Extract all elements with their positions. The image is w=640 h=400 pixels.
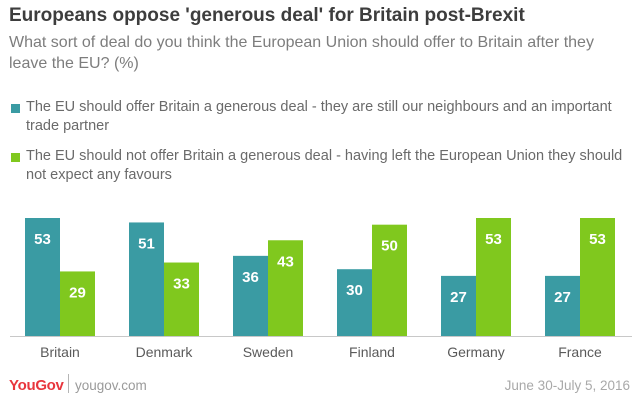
- legend-item-not-generous: The EU should not offer Britain a genero…: [9, 147, 634, 185]
- data-label-france-series0: 27: [554, 289, 571, 306]
- chart-title: Europeans oppose 'generous deal' for Bri…: [9, 5, 525, 26]
- legend-item-generous: The EU should offer Britain a generous d…: [9, 98, 634, 136]
- bar-britain-series0: [25, 218, 60, 336]
- data-label-france-series1: 53: [589, 231, 606, 248]
- legend-swatch-generous: [11, 104, 20, 113]
- bar-denmark-series1: [164, 262, 199, 336]
- data-label-sweden-series0: 36: [242, 269, 259, 286]
- footer-site: yougov.com: [75, 378, 147, 393]
- x-tick-label-france: France: [558, 344, 602, 360]
- bar-france-series1: [580, 218, 615, 336]
- legend-label-not-generous: The EU should not offer Britain a genero…: [26, 148, 623, 183]
- data-label-denmark-series0: 51: [138, 235, 155, 252]
- bar-germany-series1: [476, 218, 511, 336]
- bar-sweden-series0: [233, 255, 268, 336]
- data-label-finland-series1: 50: [381, 238, 398, 255]
- x-tick-label-denmark: Denmark: [136, 344, 194, 360]
- x-tick-label-finland: Finland: [349, 344, 395, 360]
- data-label-sweden-series1: 43: [277, 253, 294, 270]
- data-label-denmark-series1: 33: [173, 276, 190, 293]
- data-label-germany-series0: 27: [450, 289, 467, 306]
- footer-date: June 30-July 5, 2016: [504, 378, 630, 393]
- yougov-logo: YouGov: [9, 377, 64, 394]
- data-label-britain-series1: 29: [69, 284, 86, 301]
- legend-swatch-not-generous: [11, 153, 20, 162]
- legend-label-generous: The EU should offer Britain a generous d…: [26, 99, 612, 134]
- bar-finland-series1: [372, 224, 407, 336]
- bar-sweden-series1: [268, 240, 303, 336]
- bar-britain-series1: [60, 271, 95, 336]
- x-tick-label-sweden: Sweden: [243, 344, 294, 360]
- bar-finland-series0: [337, 269, 372, 336]
- data-label-finland-series0: 30: [346, 282, 363, 299]
- data-label-britain-series0: 53: [34, 231, 51, 248]
- bar-france-series0: [545, 275, 580, 336]
- data-label-germany-series1: 53: [485, 231, 502, 248]
- footer-divider: [68, 374, 69, 393]
- bar-germany-series0: [441, 275, 476, 336]
- chart-subtitle: What sort of deal do you think the Europ…: [9, 34, 594, 72]
- x-tick-label-germany: Germany: [447, 344, 505, 360]
- bar-denmark-series0: [129, 222, 164, 336]
- x-tick-label-britain: Britain: [40, 344, 80, 360]
